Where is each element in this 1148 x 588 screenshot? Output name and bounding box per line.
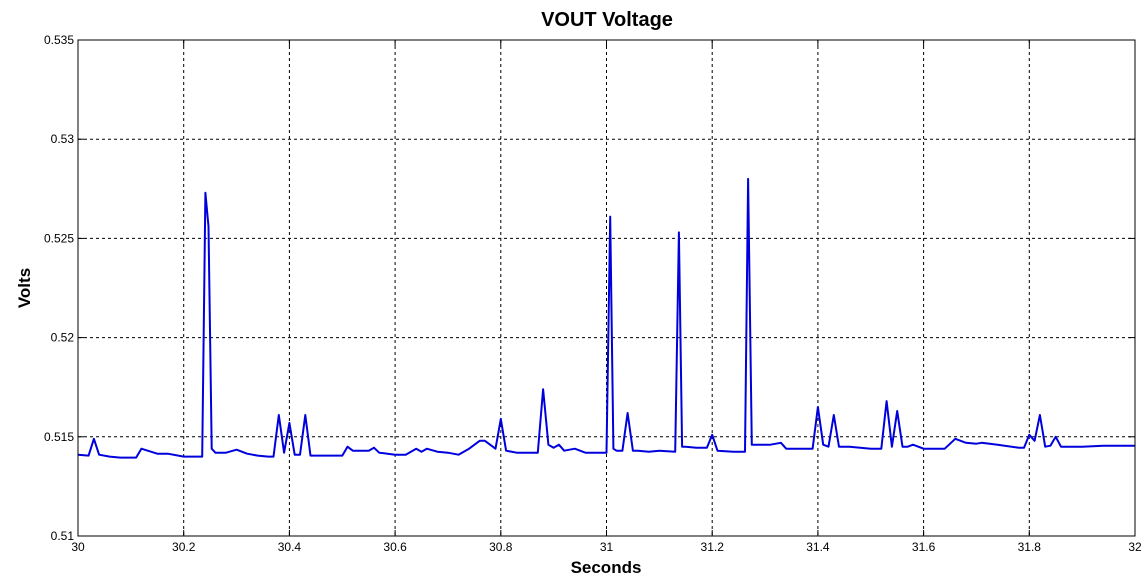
y-tick-label: 0.51 (51, 529, 75, 543)
y-tick-label: 0.525 (44, 231, 74, 245)
x-tick-label: 30 (71, 540, 85, 554)
x-tick-label: 30.8 (489, 540, 513, 554)
x-tick-label: 31.2 (701, 540, 725, 554)
x-tick-label: 31 (600, 540, 614, 554)
y-tick-label: 0.52 (51, 331, 75, 345)
y-tick-labels: 0.51 0.515 0.52 0.525 0.53 0.535 (44, 33, 74, 543)
x-tick-label: 30.6 (383, 540, 407, 554)
y-tick-label: 0.515 (44, 430, 74, 444)
x-tick-label: 30.4 (278, 540, 302, 554)
y-tick-label: 0.53 (51, 132, 75, 146)
x-tick-label: 31.4 (806, 540, 830, 554)
x-tick-label: 32 (1128, 540, 1142, 554)
series-line-0 (77, 177, 1135, 459)
x-tick-labels: 30 30.2 30.4 30.6 30.8 31 31.2 31.4 31.6 31.8 32 (71, 540, 1142, 554)
plot-frame (77, 39, 1136, 537)
y-axis-label: Volts (15, 268, 34, 308)
x-tick-label: 30.2 (172, 540, 196, 554)
series-layer (77, 177, 1135, 459)
y-tick-label: 0.535 (44, 33, 74, 47)
grid-lines (78, 40, 1135, 536)
x-tick-label: 31.8 (1018, 540, 1042, 554)
chart-title: VOUT Voltage (541, 9, 673, 31)
x-axis-label: Seconds (571, 558, 642, 577)
x-tick-label: 31.6 (912, 540, 936, 554)
